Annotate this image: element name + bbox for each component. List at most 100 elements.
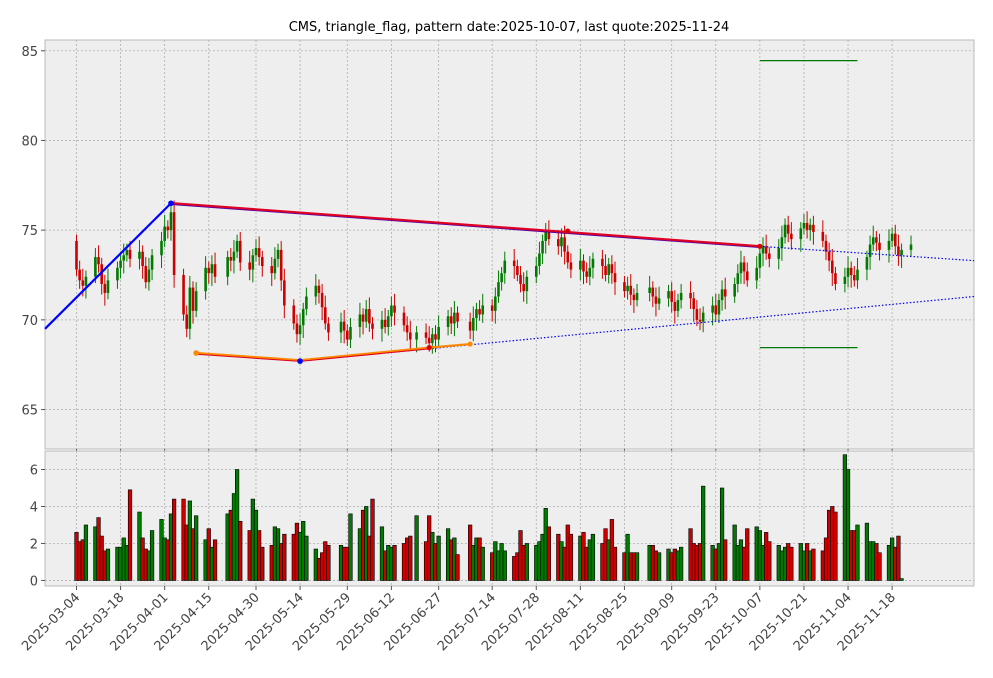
candle-body (560, 237, 563, 247)
volume-bar (524, 543, 529, 581)
candle-body (317, 285, 321, 293)
candle-body (339, 321, 343, 333)
candle-body (711, 305, 714, 313)
candle-body (591, 258, 595, 268)
upper-trendline-shadow (170, 204, 760, 248)
candle-body (226, 257, 229, 277)
candle-body (100, 264, 103, 284)
candle-body (758, 253, 762, 268)
candle-body (632, 294, 636, 301)
candle-body (679, 292, 683, 301)
overlays (44, 59, 975, 364)
candle-body (900, 249, 903, 256)
candle-body (94, 257, 97, 277)
candle-body (283, 280, 286, 306)
pivot-marker (426, 345, 432, 351)
price-y-tick-label: 65 (21, 404, 38, 419)
volume-bar (172, 498, 177, 581)
candle-body (106, 280, 110, 293)
volume-bar (149, 530, 155, 581)
candle-body (790, 233, 793, 240)
candle-body (768, 253, 771, 259)
pivot-marker (297, 358, 303, 364)
candle-body (128, 249, 132, 259)
candle-body (103, 283, 107, 293)
candle-body (292, 305, 296, 324)
candle-body (207, 267, 211, 274)
candle-body (853, 274, 856, 281)
candle-body (78, 269, 81, 281)
candle-body (846, 267, 850, 277)
candle-body (843, 276, 847, 284)
candle-body (185, 314, 189, 329)
candle-body (802, 222, 806, 229)
candle-body (475, 309, 478, 319)
candle-body (238, 240, 242, 263)
volume-y-tick-label: 2 (30, 537, 38, 552)
volume-bar (679, 546, 684, 581)
candle-body (405, 325, 409, 333)
candle-body (298, 325, 302, 335)
volume-bar (546, 526, 551, 581)
candle-body (383, 319, 387, 328)
candle-body (471, 318, 475, 331)
candle-body (248, 262, 251, 270)
candle-body (468, 321, 472, 331)
candle-body (516, 266, 519, 275)
candle-body (799, 228, 803, 240)
candle-body (613, 273, 617, 283)
candle-body (909, 244, 913, 250)
candle-body (856, 269, 859, 281)
volume-y-tick-label: 6 (30, 463, 38, 478)
candle-body (623, 282, 626, 292)
candle-body (305, 296, 308, 310)
candle-body (897, 246, 900, 256)
candle-body (657, 298, 661, 304)
volume-bar (590, 533, 596, 581)
volume-bar (701, 485, 706, 581)
candle-body (824, 240, 828, 252)
orange-line (196, 342, 471, 362)
candle-body (610, 264, 614, 274)
candle-body (821, 231, 825, 241)
candle-body (346, 330, 349, 340)
candle-body (519, 274, 522, 284)
candle-body (327, 323, 330, 333)
volume-bar (436, 535, 441, 581)
candle-body (194, 291, 198, 311)
volume-panel-background (44, 450, 975, 587)
candle-body (720, 289, 724, 301)
candle-body (402, 312, 406, 326)
candle-body (119, 260, 122, 268)
volume-bar (723, 539, 728, 581)
volume-bar (719, 487, 725, 581)
candle-body (834, 273, 837, 284)
candle-body (188, 287, 192, 329)
candle-body (390, 305, 393, 317)
price-panel-background (44, 39, 975, 450)
candle-body (235, 240, 239, 252)
candle-body (755, 267, 759, 281)
candle-body (323, 307, 327, 324)
price-y-tick-label: 85 (21, 45, 38, 60)
candle-body (764, 246, 768, 254)
price-y-tick-label: 70 (21, 314, 38, 329)
volume-bar (348, 513, 353, 581)
candle-body (569, 262, 573, 270)
volume-bar (414, 515, 419, 581)
candle-body (745, 271, 749, 281)
candle-body (541, 240, 544, 254)
pivot-marker (757, 243, 763, 249)
candle-body (588, 267, 592, 277)
candle-body (667, 291, 670, 299)
candle-body (478, 309, 481, 315)
candle-body (160, 240, 163, 256)
upper-trendline-extension (759, 245, 975, 262)
candle-body (878, 242, 881, 250)
candle-body (670, 291, 673, 302)
volume-bar (899, 578, 904, 581)
candle-body (342, 321, 346, 331)
volume-bar (855, 524, 860, 581)
volume-bar (634, 552, 640, 581)
